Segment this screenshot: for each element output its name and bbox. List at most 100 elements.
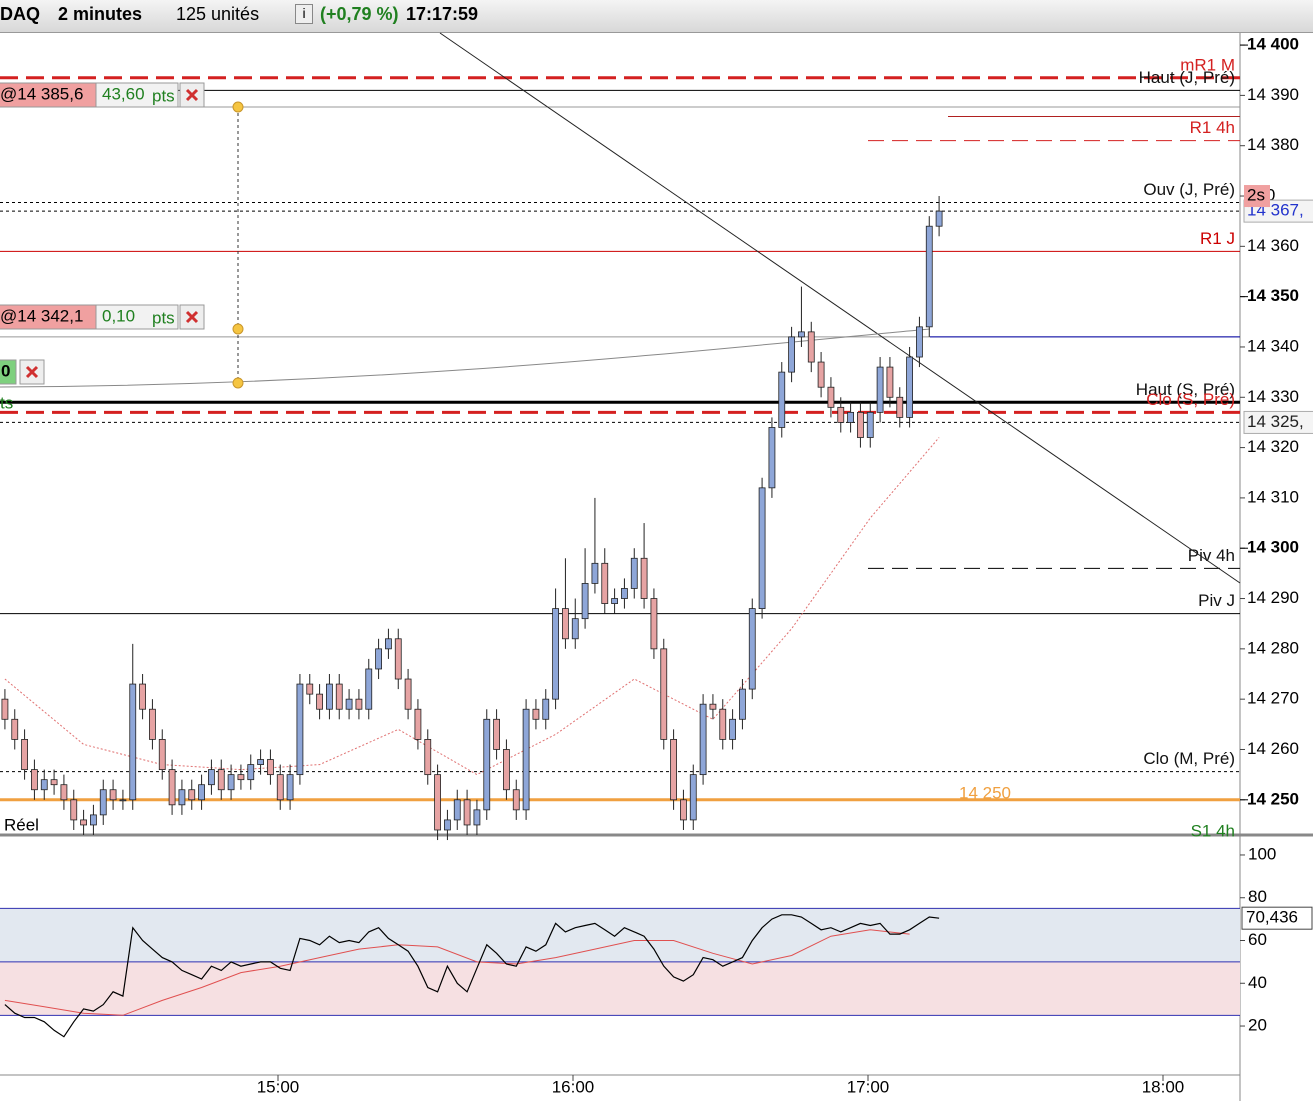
- candle-body: [876, 366, 884, 413]
- candle-body: [385, 638, 392, 650]
- candle-body: [925, 225, 933, 328]
- order-gain-box: [95, 304, 179, 330]
- candle-body: [335, 683, 343, 710]
- candle-body: [306, 683, 314, 695]
- candle-body: [208, 769, 215, 786]
- candle-body: [453, 799, 461, 821]
- rsi-value-box: [1241, 906, 1313, 930]
- candle-body: [365, 668, 373, 710]
- rsi-zone-low: [0, 961, 1240, 1016]
- rsi-tick-label: 80: [1248, 887, 1267, 906]
- candle-body: [394, 638, 402, 680]
- candle-body: [473, 809, 481, 826]
- candle-body: [719, 708, 727, 740]
- candle-body: [552, 608, 559, 700]
- candle-body: [149, 708, 156, 740]
- candle-body: [689, 774, 697, 821]
- rsi-line: [4, 914, 940, 1038]
- candle-body: [670, 739, 677, 801]
- candle-body: [640, 557, 648, 599]
- y-tick-label: 14 250: [1247, 789, 1299, 808]
- order-price: @14 342,1: [0, 306, 83, 325]
- candle-body: [70, 799, 78, 821]
- candle-body: [31, 769, 38, 791]
- cut-label: ts: [0, 393, 13, 412]
- candle-body: [571, 618, 579, 640]
- y-tick-label: 14 290: [1247, 588, 1299, 607]
- candle-body: [699, 703, 707, 776]
- candle-body: [217, 769, 225, 791]
- candle-body: [90, 814, 97, 826]
- candle-body: [601, 562, 609, 604]
- curve-line: [0, 328, 931, 388]
- candle-body: [198, 784, 205, 801]
- info[interactable]: i: [295, 4, 313, 24]
- y-tick-label: 14 300: [1247, 538, 1299, 557]
- level-label: R1 4h: [1190, 118, 1235, 137]
- interval[interactable]: 2 minutes: [58, 4, 143, 24]
- candle-body: [11, 718, 19, 740]
- candle-body: [50, 779, 58, 786]
- candle-body: [621, 588, 628, 599]
- candle-body: [886, 366, 894, 398]
- order-close-icon: [25, 365, 39, 379]
- rsi-signal: [4, 929, 910, 1016]
- candle-body: [650, 598, 658, 650]
- level-label: Piv J: [1198, 591, 1235, 610]
- candle-body: [798, 331, 805, 338]
- y-tick-label: 14 280: [1247, 638, 1299, 657]
- y-tick-label: 14 260: [1247, 739, 1299, 758]
- candle-body: [414, 708, 422, 740]
- candle-body: [99, 789, 107, 816]
- price-box-label: 14 325,: [1247, 412, 1304, 431]
- candle-body: [21, 739, 28, 771]
- candle-body: [532, 708, 540, 720]
- candle-body: [542, 698, 550, 720]
- order-gain-box: [95, 82, 179, 108]
- order-close-icon: [185, 310, 199, 324]
- instrument[interactable]: DAQ: [0, 4, 40, 24]
- order-price: 0: [1, 361, 10, 380]
- candle-body: [434, 774, 441, 831]
- candle-body: [788, 336, 795, 373]
- price-box: [1243, 410, 1313, 434]
- order-price-box: [0, 304, 97, 330]
- y-tick-label: 14 270: [1247, 689, 1299, 708]
- candle-body: [109, 789, 117, 801]
- level-label: mR1 M: [1180, 55, 1235, 74]
- toolbar: DAQ 2 minutes 125 unités i (+0,79 %) 17:…: [0, 0, 1313, 33]
- level-label: Piv 4h: [1188, 546, 1235, 565]
- candle-body: [847, 411, 854, 423]
- candle-body: [729, 718, 736, 740]
- candle-body: [1, 698, 9, 720]
- candle-body: [581, 583, 589, 620]
- account-label: Réel: [4, 815, 39, 834]
- units[interactable]: 125 unités: [176, 4, 260, 24]
- candle-body: [188, 789, 196, 801]
- x-tick-label: 15:00: [257, 1077, 300, 1096]
- rsi-zone-high: [0, 908, 1240, 962]
- y-tick-label: 14 330: [1247, 387, 1299, 406]
- candle-body: [591, 562, 599, 584]
- candle-body: [817, 361, 825, 388]
- y-tick-label: 14 320: [1247, 437, 1299, 456]
- x-tick-label: 18:00: [1142, 1077, 1185, 1096]
- candle-body: [444, 819, 451, 831]
- measure-handle: [232, 323, 244, 335]
- x-tick-label: 16:00: [552, 1077, 595, 1096]
- y-tick-label: 14 390: [1247, 85, 1299, 104]
- rsi-tick-label: 100: [1248, 844, 1276, 863]
- candle-body: [178, 789, 186, 806]
- candle-body: [739, 688, 746, 720]
- candle-body: [168, 769, 176, 806]
- candle-body: [837, 406, 845, 423]
- clock: 17:17:59: [406, 4, 479, 24]
- y-tick-label: 14 310: [1247, 487, 1299, 506]
- candle-body: [503, 749, 510, 791]
- candle-body: [40, 779, 48, 791]
- candle-body: [866, 411, 874, 438]
- candle-body: [129, 683, 137, 801]
- candle-body: [522, 708, 530, 811]
- candle-body: [257, 759, 264, 765]
